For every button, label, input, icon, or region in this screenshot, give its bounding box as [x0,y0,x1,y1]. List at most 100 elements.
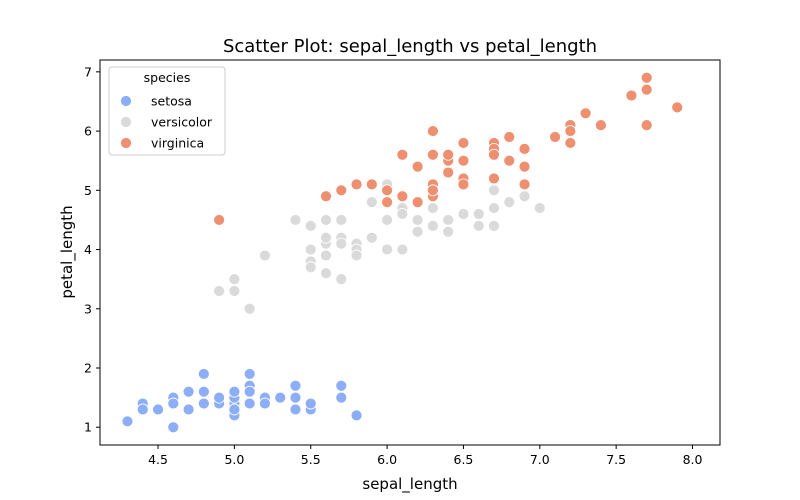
point-versicolor-10 [228,273,241,286]
legend-label-setosa: setosa [151,94,192,109]
point-virginica-43 [457,178,470,191]
point-virginica-15 [381,184,393,197]
point-virginica-48 [427,148,439,161]
point-versicolor-15 [488,219,500,232]
point-setosa-2 [182,403,195,416]
point-virginica-21 [411,196,424,209]
point-versicolor-24 [488,184,500,197]
point-versicolor-28 [304,261,317,274]
plot-area [99,59,721,446]
point-versicolor-9 [259,249,271,262]
point-versicolor-7 [213,285,226,297]
point-versicolor-40 [243,302,256,315]
y-axis-ticks: 1 2 3 4 5 6 7 [84,64,100,435]
x-tick-label-5: 7.0 [530,452,550,467]
legend-title: species [144,70,191,85]
point-setosa-6 [167,397,180,410]
point-setosa-14 [350,409,363,422]
point-versicolor-1 [442,214,455,226]
point-versicolor-0 [533,202,546,214]
point-virginica-44 [518,178,531,191]
point-virginica-17 [320,190,332,203]
point-setosa-0 [243,397,256,410]
point-virginica-3 [457,137,470,149]
point-virginica-33 [518,160,531,173]
point-setosa-11 [197,385,210,398]
point-setosa-10 [289,391,302,404]
point-setosa-17 [335,379,348,392]
y-tick-label-2: 3 [84,301,92,316]
point-versicolor-34 [304,219,317,232]
point-setosa-29 [274,391,287,404]
legend-label-versicolor: versicolor [151,115,213,130]
point-setosa-28 [243,368,256,380]
point-setosa-21 [259,397,271,410]
legend-marker-virginica [120,137,132,149]
x-axis-label: sepal_length [362,475,457,494]
point-virginica-24 [564,137,577,149]
point-versicolor-21 [396,243,409,256]
point-virginica-2 [549,131,561,143]
point-versicolor-41 [335,237,348,250]
point-versicolor-44 [427,219,439,232]
point-versicolor-45 [320,231,332,244]
point-versicolor-49 [442,225,455,238]
point-versicolor-12 [381,243,393,256]
point-virginica-0 [427,125,439,137]
point-virginica-35 [503,131,516,143]
point-versicolor-42 [381,214,393,226]
point-versicolor-20 [365,196,378,209]
point-setosa-31 [289,403,302,416]
point-virginica-47 [350,178,363,191]
point-versicolor-32 [488,202,500,214]
point-setosa-33 [243,385,256,398]
point-virginica-16 [518,142,531,155]
point-virginica-5 [213,214,226,226]
x-tick-label-1: 5.0 [224,452,244,467]
point-versicolor-46 [335,273,348,286]
point-versicolor-4 [457,208,470,220]
point-versicolor-16 [320,214,332,226]
point-virginica-22 [396,190,409,203]
point-setosa-30 [228,403,241,416]
point-versicolor-6 [427,202,439,214]
legend-marker-versicolor [120,116,132,128]
point-setosa-5 [289,379,302,392]
point-versicolor-2 [518,190,531,203]
point-virginica-32 [381,196,393,209]
y-tick-label-1: 2 [84,361,92,376]
point-versicolor-37 [228,285,241,297]
point-setosa-15 [335,391,348,404]
point-virginica-14 [640,71,653,84]
chart-title: Scatter Plot: sepal_length vs petal_leng… [223,36,597,57]
point-setosa-9 [213,391,226,404]
point-versicolor-47 [304,243,317,256]
point-versicolor-11 [365,231,378,244]
point-versicolor-8 [472,208,485,220]
point-setosa-13 [121,415,134,428]
point-versicolor-23 [503,196,516,209]
point-setosa-18 [167,421,180,434]
point-versicolor-14 [320,267,332,280]
point-versicolor-18 [411,214,424,226]
y-tick-label-4: 5 [84,183,92,198]
legend-marker-setosa [120,95,132,107]
point-setosa-26 [152,403,164,416]
point-setosa-12 [197,397,210,410]
point-virginica-6 [579,107,592,120]
y-tick-label-6: 7 [84,64,92,79]
point-versicolor-19 [320,249,332,262]
point-virginica-42 [427,184,439,197]
point-virginica-13 [640,83,653,96]
point-setosa-27 [228,385,241,398]
point-virginica-46 [442,148,455,161]
point-virginica-4 [625,89,638,102]
y-tick-label-5: 6 [84,124,92,139]
point-setosa-32 [304,397,317,410]
x-tick-label-6: 7.5 [606,452,626,467]
point-versicolor-43 [472,219,485,232]
point-virginica-11 [335,184,348,197]
point-virginica-29 [640,119,653,132]
y-tick-label-3: 4 [84,242,92,257]
